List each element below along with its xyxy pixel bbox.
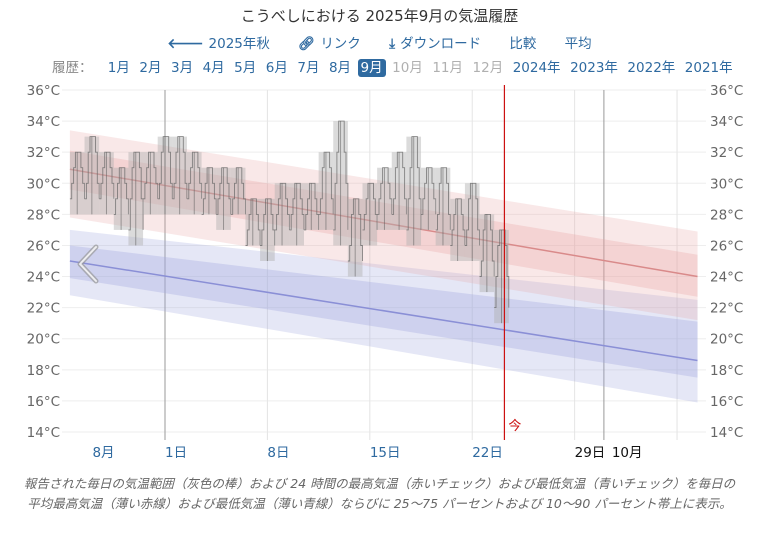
- history-item[interactable]: 2月: [139, 60, 162, 76]
- x-tick-label: 1日: [165, 445, 187, 461]
- y-tick-label-right: 30°C: [710, 176, 743, 192]
- history-item[interactable]: 9月: [357, 59, 386, 77]
- average-button[interactable]: 平均: [564, 36, 592, 52]
- hourly-temperature-line: [494, 229, 510, 309]
- y-tick-label-left: 26°C: [27, 238, 60, 254]
- y-tick-label-left: 32°C: [27, 145, 60, 161]
- hourly-temperature-line: [450, 198, 466, 246]
- history-item[interactable]: 1月: [107, 60, 130, 76]
- hourly-temperature-line: [421, 167, 437, 215]
- history-item[interactable]: 7月: [297, 60, 320, 76]
- action-bar: 🡐 2025年秋 🔗︎ リンク ⤓ ダウンロード 比較 平均: [0, 32, 759, 52]
- y-tick-label-right: 22°C: [710, 301, 743, 317]
- x-tick-label: 8月: [92, 445, 114, 461]
- y-tick-label-right: 32°C: [710, 145, 743, 161]
- hourly-temperature-line: [377, 167, 393, 215]
- x-tick-label: 10月: [612, 445, 643, 461]
- y-tick-label-right: 24°C: [710, 270, 743, 286]
- x-tick-label: 22日: [472, 445, 503, 461]
- x-tick-label: 29日: [575, 445, 606, 461]
- history-item: 11月: [432, 60, 464, 76]
- history-item[interactable]: 2023年: [570, 60, 618, 76]
- y-tick-label-left: 30°C: [27, 176, 60, 192]
- history-item[interactable]: 5月: [234, 60, 257, 76]
- history-item[interactable]: 6月: [265, 60, 288, 76]
- hourly-temperature-line: [157, 136, 173, 200]
- average-low-line: [69, 260, 698, 362]
- hourly-temperature-line: [347, 198, 363, 262]
- download-button[interactable]: ⤓ ダウンロード: [389, 36, 481, 52]
- arrow-left-icon: 🡐: [167, 36, 204, 52]
- prev-season-label: 2025年秋: [208, 36, 270, 52]
- y-tick-label-right: 20°C: [710, 332, 743, 348]
- now-label: 今: [508, 418, 521, 434]
- prev-season-link[interactable]: 🡐 2025年秋: [167, 36, 270, 52]
- hourly-temperature-line: [113, 167, 129, 215]
- link-button[interactable]: 🔗︎ リンク: [298, 36, 361, 52]
- history-item: 10月: [392, 60, 423, 76]
- hourly-temperature-line: [216, 167, 232, 215]
- y-tick-label-right: 16°C: [710, 394, 743, 410]
- history-label: 履歴：: [52, 60, 93, 76]
- y-tick-label-left: 22°C: [27, 301, 60, 317]
- y-tick-label-left: 14°C: [27, 425, 60, 441]
- y-tick-label-left: 24°C: [27, 270, 60, 286]
- link-icon: 🔗︎: [298, 36, 316, 52]
- hourly-temperature-line: [435, 167, 451, 231]
- history-nav: 履歴： 1月 2月 3月 4月 5月 6月 7月 8月 9月 10月 11月 12月 2024年 2023…: [52, 56, 739, 77]
- download-icon: ⤓: [389, 36, 396, 52]
- history-item[interactable]: 3月: [170, 60, 194, 76]
- y-tick-label-right: 34°C: [710, 114, 743, 130]
- y-tick-label-left: 20°C: [27, 332, 60, 348]
- hourly-temperature-line: [230, 167, 246, 215]
- hourly-temperature-line: [84, 136, 100, 200]
- hourly-temperature-line: [260, 198, 276, 246]
- hourly-temperature-line: [245, 198, 261, 246]
- temperature-chart: 14°C 14°C 16°C 16°C 18°C 18°C 20°C 20°C 22°C 22°C…: [27, 83, 744, 461]
- y-tick-label-left: 16°C: [27, 394, 60, 410]
- x-tick-label: 15日: [370, 445, 401, 461]
- y-tick-label-left: 18°C: [27, 363, 60, 379]
- high-25-75-band: [69, 150, 698, 297]
- history-item[interactable]: 2021年: [684, 60, 733, 76]
- history-item[interactable]: 8月: [328, 60, 352, 76]
- hourly-temperature-line: [406, 136, 422, 231]
- link-label: リンク: [320, 36, 361, 52]
- hourly-temperature-line: [201, 167, 217, 215]
- y-tick-label-left: 28°C: [27, 207, 60, 223]
- y-tick-label-right: 18°C: [710, 363, 743, 379]
- y-tick-label-left: 34°C: [27, 114, 60, 130]
- history-item[interactable]: 4月: [202, 60, 225, 76]
- y-tick-label-right: 14°C: [710, 425, 743, 441]
- page-title: こうべしにおける 2025年9月の気温履歴: [240, 7, 519, 25]
- y-tick-label-left: 36°C: [27, 83, 60, 99]
- hourly-temperature-line: [172, 136, 188, 200]
- history-item[interactable]: 2024年: [512, 60, 561, 76]
- history-item: 12月: [472, 60, 504, 76]
- history-item[interactable]: 2022年: [627, 60, 676, 76]
- low-25-75-band: [69, 245, 698, 378]
- x-tick-label: 8日: [267, 445, 289, 461]
- y-tick-label-right: 28°C: [710, 207, 743, 223]
- download-label: ダウンロード: [400, 36, 482, 52]
- y-tick-label-right: 26°C: [710, 238, 743, 254]
- compare-button[interactable]: 比較: [509, 36, 537, 52]
- y-tick-label-right: 36°C: [710, 83, 743, 99]
- chart-caption: 報告された毎日の気温範囲（灰色の棒）および 24 時間の最高気温（赤いチェック）…: [23, 476, 736, 511]
- chevron-left-icon-inner: [79, 246, 97, 282]
- low-10-90-band: [69, 229, 698, 403]
